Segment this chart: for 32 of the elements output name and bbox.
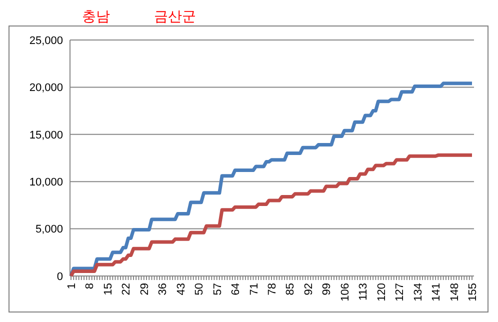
x-tick-label: 155 bbox=[467, 283, 479, 302]
chart-title: 충남 bbox=[82, 8, 110, 24]
y-tick-label: 5,000 bbox=[35, 224, 63, 236]
y-tick-label: 25,000 bbox=[29, 34, 63, 47]
x-tick-label: 43 bbox=[175, 283, 188, 296]
y-tick-label: 15,000 bbox=[29, 129, 63, 142]
x-tick-label: 85 bbox=[284, 283, 297, 296]
chart-subtitle: 금산군 bbox=[154, 8, 196, 24]
x-tick-label: 134 bbox=[412, 283, 424, 302]
x-tick-label: 148 bbox=[448, 283, 461, 302]
x-tick-label: 71 bbox=[248, 283, 260, 296]
y-tick-label: 0 bbox=[56, 270, 63, 283]
x-tick-label: 50 bbox=[194, 283, 206, 296]
x-tick-label: 15 bbox=[102, 283, 114, 296]
x-tick-label: 57 bbox=[212, 283, 224, 296]
x-tick-label: 1 bbox=[66, 283, 78, 290]
x-tick-label: 92 bbox=[302, 283, 315, 296]
y-tick-label: 10,000 bbox=[29, 176, 63, 188]
line-series bbox=[69, 153, 474, 278]
x-tick-label: 141 bbox=[430, 283, 443, 302]
x-tick-label: 99 bbox=[321, 283, 334, 296]
x-tick-label: 78 bbox=[266, 283, 278, 296]
x-tick-label: 8 bbox=[84, 283, 96, 290]
x-tick-label: 22 bbox=[120, 283, 133, 296]
x-tick-label: 113 bbox=[358, 283, 370, 301]
x-tick-label: 64 bbox=[230, 283, 242, 296]
x-tick-label: 127 bbox=[394, 283, 406, 302]
y-tick-label: 20,000 bbox=[29, 82, 63, 94]
x-tick-label: 29 bbox=[138, 283, 151, 296]
x-tick-label: 120 bbox=[376, 283, 388, 302]
x-tick-label: 36 bbox=[157, 283, 170, 296]
x-tick-label: 106 bbox=[339, 283, 352, 302]
